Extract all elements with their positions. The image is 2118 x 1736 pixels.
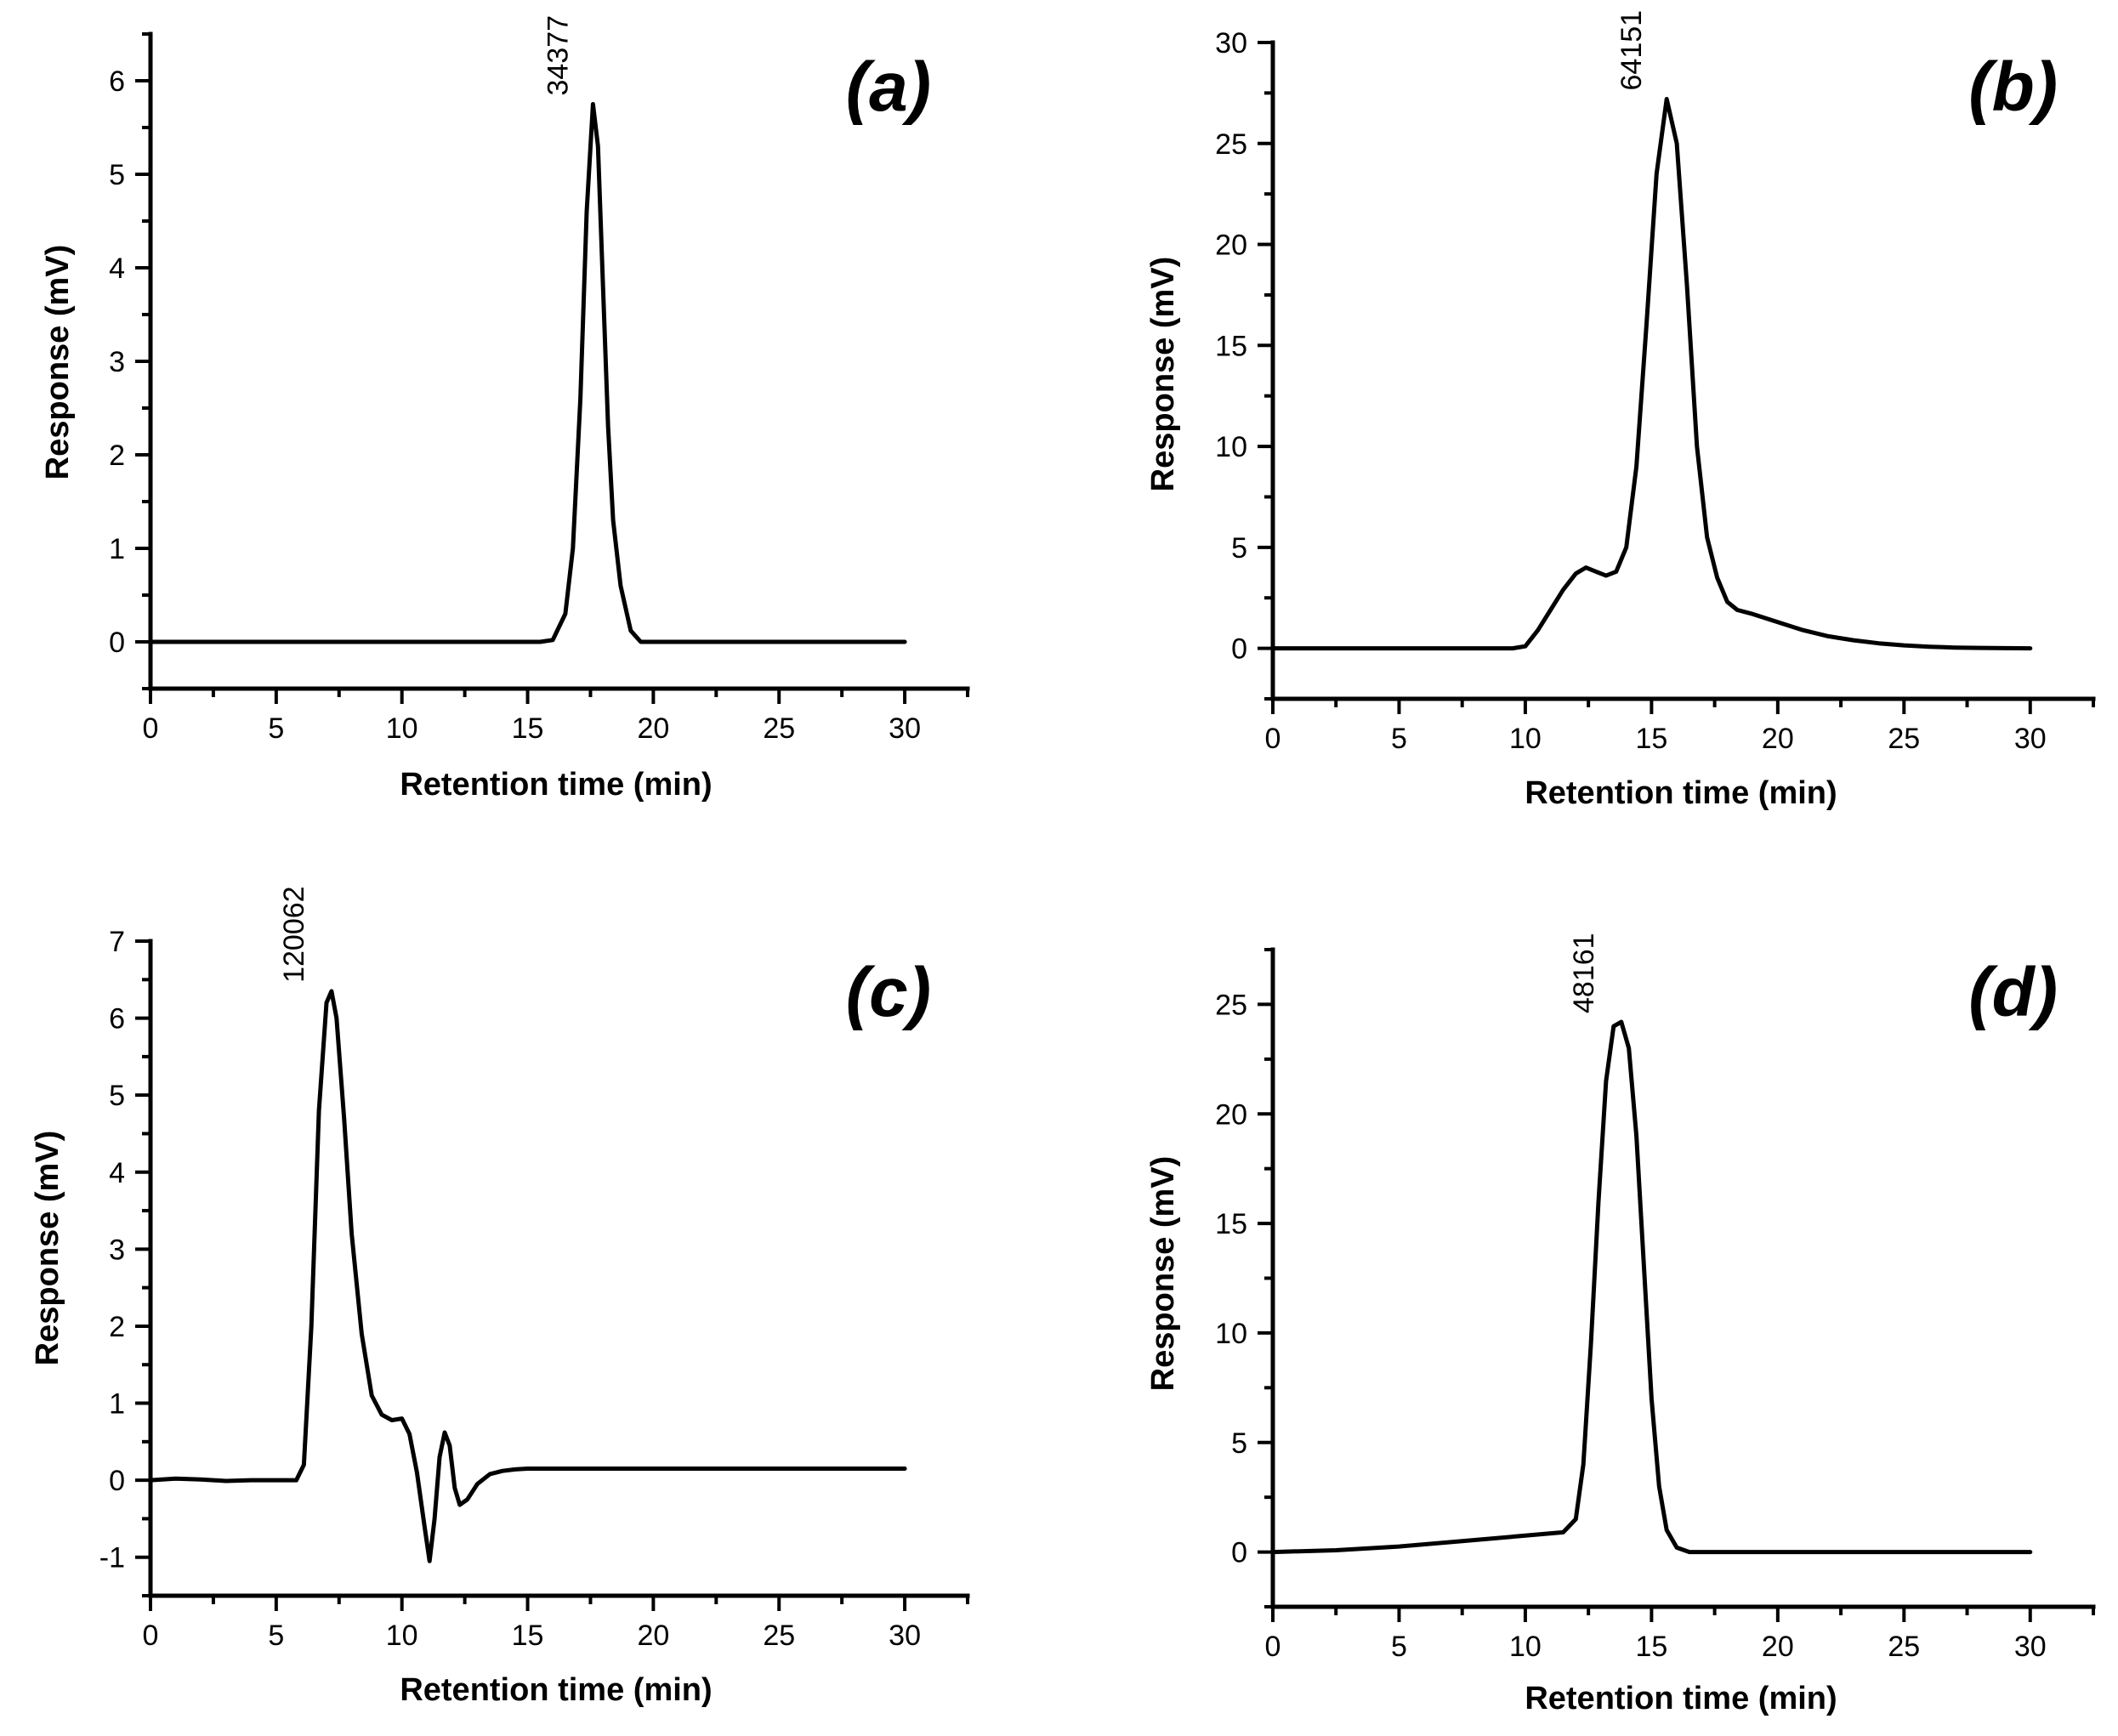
panel-label: (c) (846, 954, 931, 1031)
panel-label: (d) (1968, 954, 2058, 1031)
x-tick-label: 5 (1391, 1631, 1407, 1663)
x-tick-label: 30 (2014, 1631, 2047, 1663)
y-tick-label: 10 (1215, 431, 1247, 463)
y-tick-label: 0 (1231, 1537, 1247, 1569)
panel-label: (a) (846, 48, 931, 126)
x-tick-label: 30 (2014, 723, 2047, 755)
series-line (148, 102, 907, 644)
x-tick-label: 25 (763, 1620, 795, 1652)
y-tick-label: 5 (109, 159, 125, 191)
y-tick-label: 3 (109, 346, 125, 378)
x-tick-label: 20 (637, 1620, 669, 1652)
x-tick-label: 15 (1635, 1631, 1667, 1663)
y-tick-label: 5 (109, 1080, 125, 1112)
y-axis-title: Response (mV) (1145, 257, 1181, 492)
y-tick-label: 0 (109, 1465, 125, 1497)
y-tick-label: 15 (1215, 330, 1247, 362)
x-tick-label: 0 (1265, 1631, 1281, 1663)
x-axis-title: Retention time (min) (400, 1672, 712, 1708)
y-axis-title: Response (mV) (40, 245, 76, 480)
peak-annotation: 120062 (278, 886, 310, 982)
y-tick-label: 4 (109, 252, 125, 285)
y-tick-label: 1 (109, 533, 125, 565)
x-tick-label: 30 (889, 1620, 921, 1652)
y-axis-title: Response (mV) (30, 1131, 65, 1366)
x-tick-label: 20 (637, 712, 669, 745)
x-tick-label: 25 (1888, 1631, 1920, 1663)
x-tick-label: 0 (1265, 723, 1281, 755)
y-tick-label: 0 (109, 627, 125, 659)
x-tick-label: 10 (386, 1620, 418, 1652)
panel-b: (b) Retention time (min) Response (mV) 0… (1145, 10, 2096, 811)
y-tick-label: 25 (1215, 989, 1247, 1021)
x-axis-title: Retention time (min) (1525, 1681, 1837, 1716)
panel-label: (b) (1968, 48, 2058, 126)
x-tick-label: 15 (512, 1620, 544, 1652)
panel-a: (a) Retention time (min) Response (mV) 0… (40, 15, 970, 803)
y-tick-label: 2 (109, 1311, 125, 1343)
x-tick-label: 5 (1391, 723, 1407, 755)
peak-annotation: 64151 (1615, 10, 1648, 91)
y-tick-label: 6 (109, 65, 125, 98)
y-tick-label: 1 (109, 1388, 125, 1421)
y-tick-label: 10 (1215, 1318, 1247, 1350)
y-tick-label: 5 (1231, 1427, 1247, 1460)
x-tick-label: 10 (1509, 1631, 1542, 1663)
y-tick-label: 4 (109, 1157, 125, 1189)
x-tick-label: 30 (889, 712, 921, 745)
y-tick-label: 6 (109, 1003, 125, 1035)
x-tick-label: 15 (1635, 723, 1667, 755)
y-tick-label: 20 (1215, 230, 1247, 262)
y-tick-label: 3 (109, 1234, 125, 1266)
x-tick-label: 15 (512, 712, 544, 745)
y-tick-label: 25 (1215, 128, 1247, 161)
x-tick-label: 10 (1509, 723, 1542, 755)
x-tick-label: 10 (386, 712, 418, 745)
y-tick-label: -1 (99, 1542, 125, 1574)
y-tick-label: 0 (1231, 633, 1247, 666)
series-line (1270, 1019, 2033, 1555)
series-line (1270, 97, 2033, 651)
x-axis-title: Retention time (min) (400, 767, 712, 803)
x-tick-label: 20 (1762, 1631, 1794, 1663)
x-tick-label: 0 (143, 712, 159, 745)
panel-c: (c) Retention time (min) Response (mV) 0… (30, 886, 970, 1708)
panel-d: (d) Retention time (min) Response (mV) 0… (1145, 933, 2096, 1716)
x-tick-label: 5 (268, 712, 284, 745)
peak-annotation: 34377 (542, 15, 574, 96)
y-axis-title: Response (mV) (1145, 1156, 1181, 1392)
x-tick-label: 25 (763, 712, 795, 745)
x-tick-label: 0 (143, 1620, 159, 1652)
y-tick-label: 20 (1215, 1098, 1247, 1131)
y-tick-label: 15 (1215, 1208, 1247, 1240)
y-tick-label: 30 (1215, 27, 1247, 60)
y-tick-label: 5 (1231, 532, 1247, 564)
series-line (148, 989, 907, 1563)
x-tick-label: 25 (1888, 723, 1920, 755)
x-tick-label: 20 (1762, 723, 1794, 755)
x-axis-title: Retention time (min) (1525, 775, 1837, 811)
peak-annotation: 48161 (1568, 933, 1600, 1013)
y-tick-label: 7 (109, 926, 125, 958)
x-tick-label: 5 (268, 1620, 284, 1652)
y-tick-label: 2 (109, 440, 125, 472)
